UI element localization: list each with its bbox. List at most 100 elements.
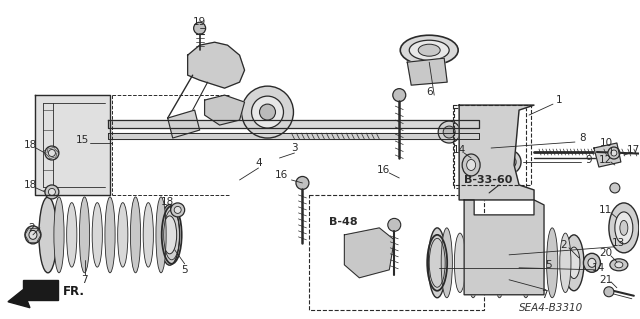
Ellipse shape: [441, 228, 452, 298]
Polygon shape: [8, 290, 30, 308]
Ellipse shape: [171, 203, 185, 217]
Ellipse shape: [79, 197, 90, 273]
Polygon shape: [594, 143, 621, 167]
Text: 20: 20: [599, 248, 612, 258]
Text: 16: 16: [377, 165, 390, 175]
Polygon shape: [188, 42, 244, 88]
Ellipse shape: [609, 203, 639, 253]
Text: FR.: FR.: [63, 285, 85, 298]
Ellipse shape: [45, 185, 59, 199]
Text: 10: 10: [599, 138, 612, 148]
Ellipse shape: [388, 219, 401, 231]
Ellipse shape: [92, 203, 102, 267]
Ellipse shape: [39, 197, 57, 273]
Ellipse shape: [506, 159, 513, 166]
Text: 5: 5: [546, 260, 552, 270]
Ellipse shape: [49, 150, 56, 157]
Ellipse shape: [481, 233, 492, 293]
Text: 1: 1: [556, 95, 563, 105]
Ellipse shape: [468, 228, 479, 298]
Ellipse shape: [468, 137, 490, 159]
Ellipse shape: [462, 154, 480, 176]
Polygon shape: [205, 95, 244, 125]
Ellipse shape: [105, 197, 115, 273]
Text: 13: 13: [612, 238, 625, 248]
Ellipse shape: [507, 233, 518, 293]
Ellipse shape: [241, 86, 294, 138]
Ellipse shape: [604, 287, 614, 297]
Ellipse shape: [443, 126, 455, 138]
Text: 17: 17: [627, 145, 640, 155]
Ellipse shape: [29, 230, 37, 239]
Ellipse shape: [520, 228, 531, 298]
Text: 18: 18: [23, 140, 36, 150]
Polygon shape: [464, 200, 544, 295]
Ellipse shape: [194, 22, 205, 34]
Ellipse shape: [67, 203, 77, 267]
Text: 12: 12: [599, 155, 612, 165]
Text: 7: 7: [541, 290, 547, 300]
Ellipse shape: [615, 212, 633, 244]
Ellipse shape: [174, 206, 181, 213]
Ellipse shape: [547, 228, 558, 298]
Ellipse shape: [584, 253, 600, 272]
Ellipse shape: [163, 216, 177, 254]
Text: 8: 8: [580, 133, 586, 143]
Text: 6: 6: [426, 87, 433, 97]
Ellipse shape: [418, 44, 440, 56]
Ellipse shape: [296, 176, 309, 189]
Ellipse shape: [610, 259, 628, 271]
Text: 21: 21: [599, 275, 612, 285]
Bar: [309, 195, 484, 310]
Text: SEA4-B3310: SEA4-B3310: [519, 303, 583, 313]
Ellipse shape: [588, 258, 596, 267]
Ellipse shape: [45, 146, 59, 160]
Bar: [454, 108, 526, 188]
Text: 3: 3: [291, 143, 298, 153]
Ellipse shape: [54, 197, 64, 273]
Ellipse shape: [393, 89, 406, 102]
Polygon shape: [23, 280, 58, 300]
Ellipse shape: [494, 228, 505, 298]
Ellipse shape: [533, 233, 545, 293]
Polygon shape: [459, 105, 534, 200]
Text: 9: 9: [586, 155, 592, 165]
Polygon shape: [35, 95, 110, 195]
Text: 11: 11: [599, 205, 612, 215]
Ellipse shape: [160, 204, 180, 265]
Ellipse shape: [252, 96, 284, 128]
Ellipse shape: [610, 183, 620, 193]
Ellipse shape: [473, 142, 485, 154]
Ellipse shape: [454, 233, 465, 293]
Ellipse shape: [504, 262, 510, 268]
Text: 2: 2: [561, 240, 567, 250]
Ellipse shape: [156, 197, 166, 273]
Ellipse shape: [620, 220, 628, 235]
Text: 14: 14: [592, 263, 605, 273]
Ellipse shape: [438, 121, 460, 143]
Ellipse shape: [428, 228, 446, 298]
Ellipse shape: [560, 233, 571, 293]
Ellipse shape: [476, 145, 482, 151]
Text: 19: 19: [193, 17, 206, 27]
Ellipse shape: [49, 189, 56, 196]
Text: B-33-60: B-33-60: [464, 175, 513, 185]
Polygon shape: [407, 58, 447, 85]
Text: 18: 18: [23, 180, 36, 190]
Polygon shape: [168, 110, 200, 138]
Ellipse shape: [25, 226, 41, 244]
Ellipse shape: [409, 40, 449, 60]
Ellipse shape: [501, 259, 513, 271]
Ellipse shape: [131, 197, 141, 273]
Ellipse shape: [496, 254, 518, 276]
Polygon shape: [108, 133, 479, 139]
Ellipse shape: [118, 203, 128, 267]
Text: 2: 2: [29, 223, 35, 233]
Text: 16: 16: [275, 170, 288, 180]
Ellipse shape: [467, 160, 476, 170]
Ellipse shape: [260, 104, 275, 120]
Ellipse shape: [568, 247, 580, 278]
Ellipse shape: [400, 35, 458, 65]
Text: 7: 7: [81, 275, 88, 285]
Ellipse shape: [502, 155, 516, 169]
